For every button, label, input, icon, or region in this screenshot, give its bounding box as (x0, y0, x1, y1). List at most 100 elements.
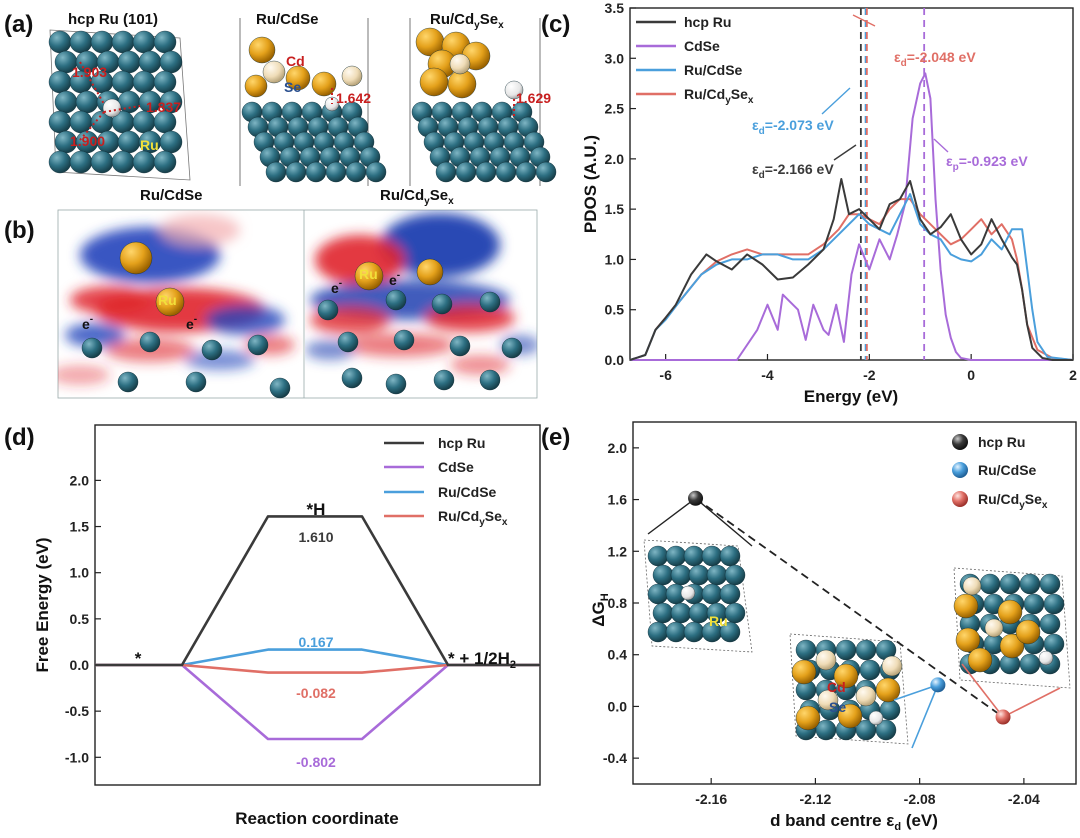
cd-atom (155, 287, 185, 317)
pdos-legend: hcp Ru CdSe Ru/CdSe Ru/CdySex (636, 14, 754, 106)
atom-label-cd-e: Cd (827, 679, 846, 695)
ru-atom (688, 564, 710, 586)
state-label-h: *H (307, 500, 326, 519)
ru-atom (999, 573, 1021, 595)
free-energy-ticks: -1.0 -0.5 0.0 0.5 1.0 1.5 2.0 (65, 472, 101, 765)
panel-a: hcp Ru (101) Ru/CdSe Ru/CdySex 1.903 1.8… (48, 11, 557, 207)
distance-1-903: 1.903 (72, 64, 107, 80)
ru-atom (1019, 573, 1041, 595)
cd-atom (447, 69, 477, 99)
ru-atom (683, 545, 705, 567)
ru-atom (670, 564, 692, 586)
panel-b: Ru Ru e- e- e- e- (57, 209, 538, 399)
ru-atom (719, 621, 741, 643)
ru-atom (859, 659, 881, 681)
panel-a-title-hcp-ru: hcp Ru (101) (68, 11, 158, 28)
panel-e-scatter-chart: -2.16 -2.12 -2.08 -2.04 -0.4 0.0 0.4 0.8 1.2 1.6 2… (589, 421, 1077, 833)
ru-atom (345, 161, 367, 183)
ru-atom (479, 291, 501, 313)
ru-atom (111, 70, 135, 94)
dg-ticks: -2.16 -2.12 -2.08 -2.04 -0.4 0.0 0.4 0.8 1.2 1.6 2… (603, 440, 1040, 807)
connector-ru-cdse-2 (893, 684, 939, 701)
ru-atom (285, 161, 307, 183)
x-tick-label: -2.08 (904, 791, 936, 807)
x-tick-label: -2.16 (695, 791, 727, 807)
y-tick-label: 0.8 (608, 595, 628, 611)
panel-a-title-ru-cdyse: Ru/CdySex (430, 11, 504, 31)
cd-atom (244, 74, 268, 98)
ru-atom (795, 639, 817, 661)
annotation-ed-hcp-ru: εd=-2.166 eV (752, 161, 834, 181)
ru-atom (153, 30, 177, 54)
ru-atom (855, 639, 877, 661)
ru-atom (139, 331, 161, 353)
cd-atom (999, 633, 1025, 659)
cd-atom (795, 705, 821, 731)
legend-cdse-c: CdSe (684, 38, 720, 54)
cd-atom (311, 71, 337, 97)
ru-atom (90, 150, 114, 174)
value-label-cdse: -0.802 (296, 754, 336, 770)
atom-label-ru-b1: Ru (158, 292, 177, 308)
ru-atom (652, 564, 674, 586)
y-tick-label: 1.5 (605, 201, 625, 217)
atom-label-ru-e: Ru (709, 613, 728, 629)
free-energy-y-axis-label: Free Energy (eV) (33, 537, 52, 672)
ru-atom (269, 377, 291, 399)
ru-atom (479, 369, 501, 391)
arrow-ed-ru-cdse (821, 87, 851, 115)
ru-atom (69, 110, 93, 134)
legend-hcp-ru-d: hcp Ru (438, 435, 485, 451)
ru-atom (1039, 573, 1061, 595)
ru-atom (1039, 613, 1061, 635)
y-tick-label: 1.6 (608, 492, 628, 508)
ru-atom (48, 70, 72, 94)
ru-atom (111, 150, 135, 174)
ru-atom (647, 545, 669, 567)
atom-label-ru-b2: Ru (359, 266, 378, 282)
band-centre-annotations: εd=-2.048 eV εd=-2.073 eV εd=-2.166 eV ε… (752, 14, 1028, 181)
x-tick-label: -6 (659, 367, 672, 383)
h-atom (868, 710, 884, 726)
distance-1-900: 1.900 (70, 133, 105, 149)
ru-atom (647, 583, 669, 605)
ru-atom (1019, 653, 1041, 675)
se-atom (815, 649, 837, 671)
energy-path-cdse (95, 663, 540, 741)
ru-atom (701, 583, 723, 605)
annotation-ed-ru-cdse: εd=-2.073 eV (752, 117, 834, 137)
pdos-y-axis-label: PDOS (A.U.) (581, 135, 600, 233)
y-tick-label: 3.5 (605, 0, 625, 16)
cd-atom (354, 261, 384, 291)
free-energy-series (95, 515, 540, 741)
dg-x-axis-label: d band centre εd (eV) (770, 811, 938, 833)
cd-atom (837, 703, 863, 729)
cd-atom (248, 36, 276, 64)
ru-atom (652, 602, 674, 624)
value-label-ru-cdse: 0.167 (298, 634, 333, 650)
pdos-series (629, 72, 1074, 361)
cd-atom (285, 65, 311, 91)
electron-label-4: e- (389, 270, 400, 288)
cd-atom (955, 627, 981, 653)
cd-atom (967, 647, 993, 673)
ru-atom (433, 369, 455, 391)
cd-atom (833, 663, 859, 689)
ru-atom (365, 161, 387, 183)
legend-marker-ru-cdyse-e (952, 491, 968, 507)
ru-atom (475, 161, 497, 183)
connector-hcp-ru (647, 497, 696, 535)
cd-atom (791, 659, 817, 685)
annotation-ep-cdse: εp=-0.923 eV (946, 153, 1028, 173)
legend-ru-cdyse-d: Ru/CdySex (438, 508, 508, 528)
legend-cdse-d: CdSe (438, 459, 474, 475)
y-tick-label: 2.0 (608, 440, 628, 456)
x-tick-label: -4 (761, 367, 774, 383)
panel-label-b: (b) (4, 217, 35, 244)
ru-atom (111, 30, 135, 54)
ru-atom (201, 339, 223, 361)
ru-cdse-slab (239, 18, 387, 186)
ru-atom (117, 50, 141, 74)
ru-atom (117, 130, 141, 154)
